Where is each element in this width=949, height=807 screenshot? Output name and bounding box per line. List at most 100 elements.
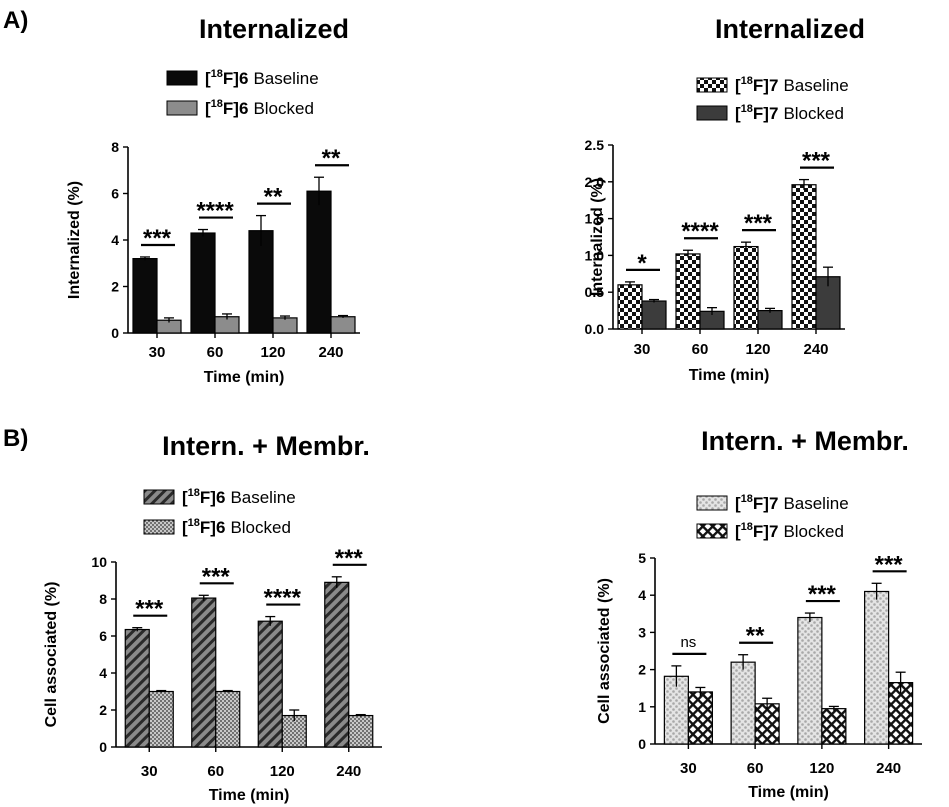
chart-cell-associated-compound-6: Intern. + Membr.[18F]6 Baseline[18F]6 Bloc… [43,431,382,804]
legend-isotope-superscript: 18 [211,98,223,110]
bar-solid-gray [330,316,356,334]
x-tick-label: 120 [270,763,295,780]
chart-title: Internalized [715,14,865,44]
legend-compound: 6 [239,69,248,88]
legend-bracket-open: [ [182,518,188,537]
bar-crosshatch [821,708,847,745]
y-tick-label: 0.0 [585,321,605,337]
legend-isotope-superscript: 18 [211,68,223,80]
legend-isotope-superscript: 18 [741,521,753,533]
x-tick-label: 120 [260,344,285,361]
y-tick-label: 6 [99,628,107,644]
legend-label: [18F]6 Blocked [205,98,314,118]
bar-diagonal [324,581,350,748]
x-tick-label: 240 [336,763,361,780]
significance-label: ** [264,184,283,211]
y-tick-label: 1 [638,699,646,715]
bar-crosshatch [754,703,780,745]
y-tick-label: 2 [638,662,646,678]
legend-swatch-diagonal [143,489,175,505]
legend-element: F] [223,69,239,88]
legend-bracket-open: [ [735,522,741,541]
legend-label: [18F]6 Baseline [205,68,319,88]
legend-label: [18F]7 Blocked [735,103,844,123]
legend-element: F] [200,518,216,537]
y-tick-label: 2 [111,279,119,295]
legend-compound: 7 [769,76,778,95]
chart-title: Internalized [199,14,349,44]
significance-label: ** [322,145,341,172]
legend-condition: Blocked [253,99,313,118]
x-axis-label: Time (min) [689,367,770,384]
y-tick-label: 0.5 [585,284,605,300]
x-axis-label: Time (min) [209,787,290,804]
y-axis-label: Internalized (%) [589,178,606,296]
bar-checker [617,284,643,330]
significance-label: *** [135,596,164,623]
x-tick-label: 240 [318,344,343,361]
legend-label: [18F]7 Blocked [735,521,844,541]
legend-swatch-checker [696,77,728,93]
x-tick-label: 240 [876,760,901,777]
bar-lightdots [797,616,823,745]
bar-crosshatch [687,691,713,745]
y-tick-label: 8 [111,139,119,155]
y-axis-label: Cell associated (%) [43,582,60,728]
significance-label: *** [802,148,831,175]
bar-lightdots [730,661,756,745]
x-tick-label: 30 [149,344,166,361]
bar-solid-darkgray [757,310,783,330]
x-tick-label: 240 [803,341,828,358]
legend-isotope-superscript: 18 [188,517,200,529]
bar-solid-gray [272,317,298,334]
legend-element: F] [753,522,769,541]
significance-label: *** [202,563,231,590]
legend-compound: 7 [769,494,778,513]
y-tick-label: 1.0 [585,247,605,263]
legend-bracket-open: [ [735,104,741,123]
legend-element: F] [200,488,216,507]
chart-internalized-compound-7: Internalized[18F]7 Baseline[18F]7 Blocked0… [585,14,865,384]
legend-compound: 7 [769,522,778,541]
legend-bracket-open: [ [735,494,741,513]
chart-cell-associated-compound-7: Intern. + Membr.[18F]7 Baseline[18F]7 Bloc… [596,426,922,801]
significance-label: *** [335,545,364,572]
legend-label: [18F]7 Baseline [735,75,849,95]
y-tick-label: 2.0 [585,174,605,190]
y-axis-label: Cell associated (%) [596,578,613,724]
significance-label: ** [746,623,765,650]
y-tick-label: 8 [99,591,107,607]
x-axis-label: Time (min) [748,784,829,801]
legend-label: [18F]6 Blocked [182,517,291,537]
x-tick-label: 120 [809,760,834,777]
legend-element: F] [223,99,239,118]
y-tick-label: 4 [638,587,646,603]
x-tick-label: 60 [207,344,224,361]
legend-bracket-open: [ [205,69,211,88]
significance-label: *** [808,581,837,608]
significance-label: * [637,250,647,277]
y-tick-label: 0 [99,739,107,755]
legend-condition: Baseline [253,69,318,88]
bar-dots [148,690,174,748]
legend-swatch-solid-darkgray [696,105,728,121]
y-tick-label: 1.5 [585,211,605,227]
y-tick-label: 10 [91,554,107,570]
legend-bracket-open: [ [205,99,211,118]
bar-diagonal [191,597,217,748]
legend-swatch-solid-gray [166,100,198,116]
legend-condition: Baseline [783,76,848,95]
panel-label-a: A) [3,7,28,34]
x-tick-label: 30 [680,760,697,777]
significance-label: **** [264,585,302,612]
bar-solid-black [190,232,216,334]
significance-label: *** [744,210,773,237]
x-tick-label: 60 [747,760,764,777]
legend-compound: 7 [769,104,778,123]
panel-label-b: B) [3,425,28,452]
legend-element: F] [753,104,769,123]
legend-swatch-dots [143,519,175,535]
legend-isotope-superscript: 18 [741,75,753,87]
legend-condition: Blocked [783,104,843,123]
